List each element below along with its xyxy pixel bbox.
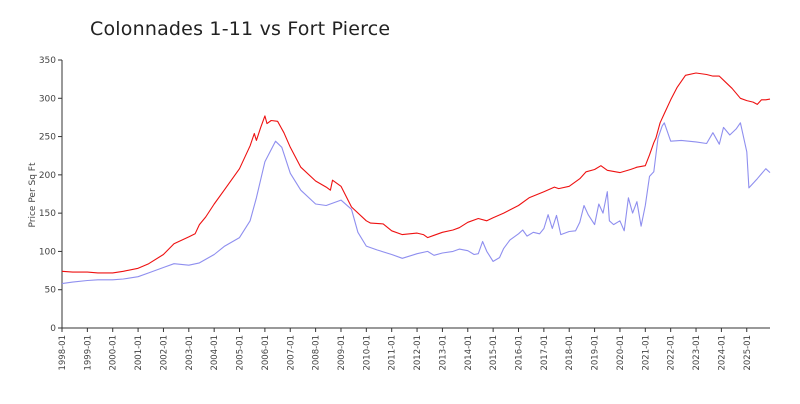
chart-title: Colonnades 1-11 vs Fort Pierce [90, 18, 391, 40]
x-tick-label: 2004-01 [210, 335, 220, 371]
x-tick-label: 2009-01 [337, 335, 347, 371]
x-tick-label: 2025-01 [743, 335, 753, 371]
y-tick-label: 150 [39, 209, 56, 219]
y-tick-label: 200 [39, 171, 56, 181]
x-tick-label: 2016-01 [515, 335, 525, 371]
y-tick-label: 100 [39, 247, 56, 257]
x-tick-label: 2008-01 [312, 335, 322, 371]
x-tick-label: 2014-01 [464, 335, 474, 371]
axis-labels: Price Per Sq Ft [28, 162, 38, 227]
x-tick-label: 2000-01 [109, 335, 119, 371]
x-tick-label: 2002-01 [159, 335, 169, 371]
x-tick-label: 2013-01 [438, 335, 448, 371]
x-tick-label: 2006-01 [261, 335, 271, 371]
x-tick-label: 2022-01 [667, 335, 677, 371]
x-tick-label: 2020-01 [616, 335, 626, 371]
x-tick-label: 2012-01 [413, 335, 423, 371]
y-tick-label: 300 [39, 94, 56, 104]
y-tick-label: 50 [45, 286, 57, 296]
x-tick-label: 2005-01 [236, 335, 246, 371]
x-tick-label: 2019-01 [591, 335, 601, 371]
x-tick-label: 1999-01 [83, 335, 93, 371]
x-tick-label: 2010-01 [362, 335, 372, 371]
x-tick-label: 2018-01 [565, 335, 575, 371]
x-tick-label: 2015-01 [489, 335, 499, 371]
x-tick-label: 2021-01 [641, 335, 651, 371]
x-tick-label: 2007-01 [286, 335, 296, 371]
series-line-1 [61, 72, 771, 274]
x-tick-label: 2017-01 [540, 335, 550, 371]
x-tick-label: 2001-01 [134, 335, 144, 371]
x-tick-label: 1998-01 [58, 335, 68, 371]
y-axis-label: Price Per Sq Ft [28, 162, 38, 227]
y-tick-label: 0 [50, 324, 56, 334]
x-tick-label: 2003-01 [185, 335, 195, 371]
y-tick-label: 350 [39, 56, 56, 66]
axes: 0 50 100 150 200 250 300 350 1998-01 1999-01 2000-… [39, 56, 770, 371]
x-tick-label: 2023-01 [692, 335, 702, 371]
series-line-2 [61, 122, 771, 285]
x-tick-label: 2024-01 [717, 335, 727, 371]
y-tick-label: 250 [39, 133, 56, 143]
x-tick-label: 2011-01 [388, 335, 398, 371]
series-lines [61, 72, 771, 285]
